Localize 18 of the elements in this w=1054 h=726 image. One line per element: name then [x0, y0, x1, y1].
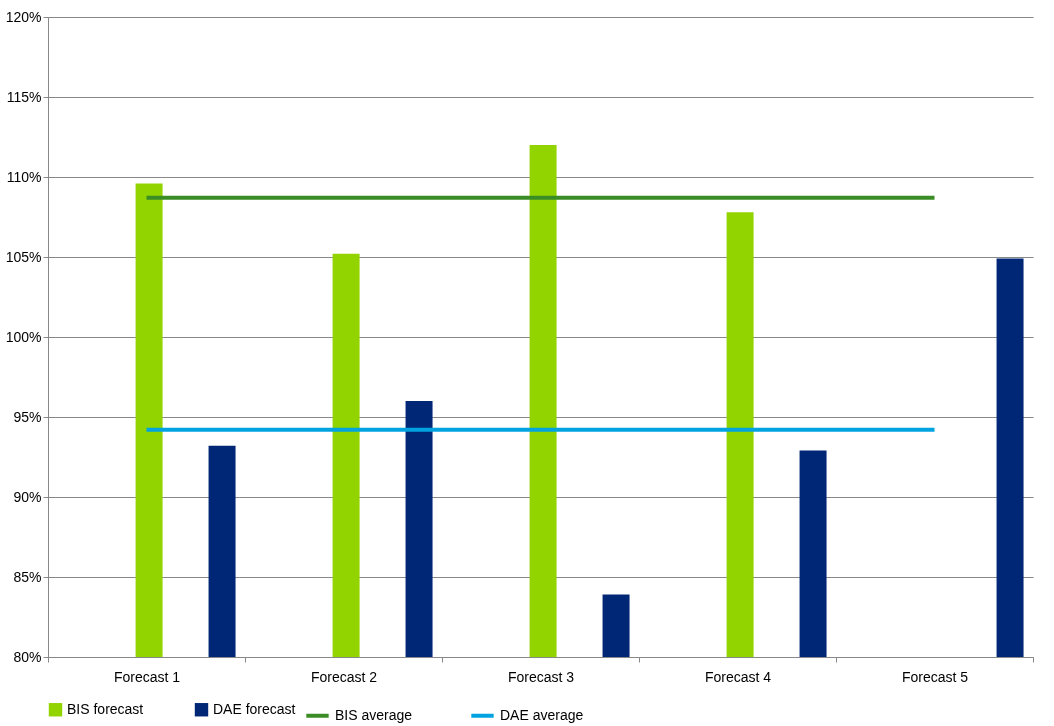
x-tick-label: Forecast 5 [901, 668, 969, 685]
legend-label: DAE average [500, 706, 584, 723]
y-tick-label: 110% [6, 168, 42, 185]
y-tick-label: 90% [13, 488, 42, 505]
y-tick-label: 80% [13, 648, 42, 665]
legend-label: BIS forecast [67, 700, 144, 717]
legend-label: DAE forecast [213, 700, 296, 717]
x-tick-label: Forecast 2 [310, 668, 378, 685]
x-tick-label: Forecast 3 [507, 668, 575, 685]
x-tick-label: Forecast 4 [704, 668, 772, 685]
y-tick-label: 85% [13, 568, 42, 585]
y-tick-label: 95% [13, 408, 42, 425]
x-tick-label: Forecast 1 [113, 668, 181, 685]
y-tick-label: 100% [5, 328, 42, 345]
y-tick-label: 115% [6, 88, 42, 105]
legend-label: BIS average [335, 706, 413, 723]
y-tick-label: 105% [5, 248, 42, 265]
y-tick-label: 120% [5, 8, 42, 25]
